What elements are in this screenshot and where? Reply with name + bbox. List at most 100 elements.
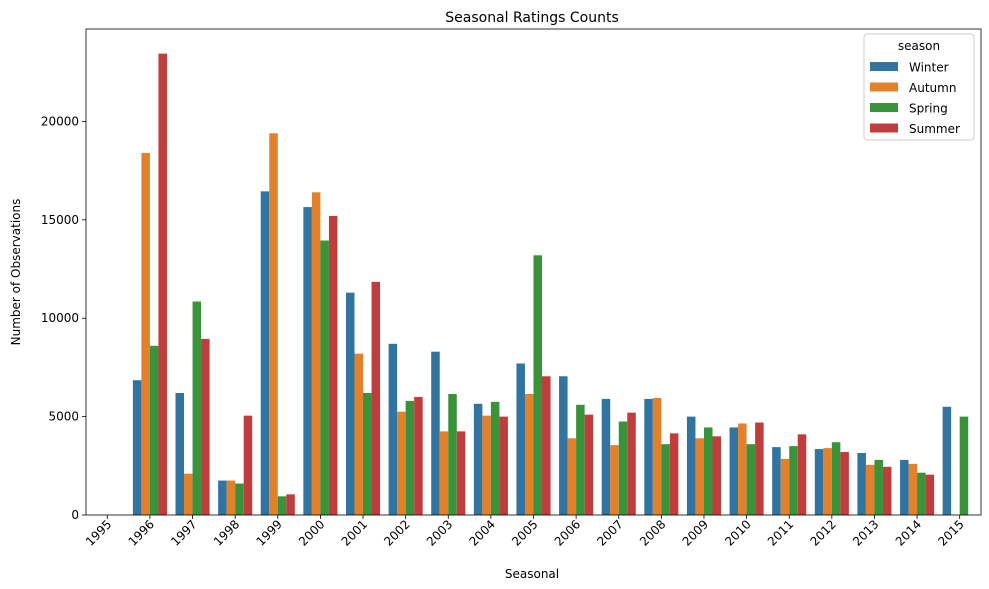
x-tick-label-2001: 2001 xyxy=(339,517,370,548)
bar-winter-1997 xyxy=(175,393,185,515)
bar-autumn-1997 xyxy=(184,473,193,515)
bar-spring-2009 xyxy=(703,427,713,515)
bar-spring-2013 xyxy=(874,459,883,515)
bar-spring-1997 xyxy=(192,301,202,515)
bar-winter-1999 xyxy=(260,191,270,515)
bar-autumn-2005 xyxy=(524,393,534,515)
x-tick-label-2008: 2008 xyxy=(637,517,668,548)
legend-title: season xyxy=(898,39,940,53)
bar-summer-2002 xyxy=(414,396,423,515)
bar-summer-1997 xyxy=(201,338,210,515)
x-tick-label-2002: 2002 xyxy=(381,517,412,548)
bar-winter-2014 xyxy=(900,459,909,515)
bar-summer-2003 xyxy=(456,431,466,515)
bars-group xyxy=(132,53,969,516)
bar-winter-2015 xyxy=(942,406,952,515)
bar-summer-1998 xyxy=(243,415,253,515)
bar-autumn-2006 xyxy=(567,438,577,515)
bar-spring-2011 xyxy=(789,446,798,515)
bar-summer-2013 xyxy=(882,466,892,515)
bar-winter-2006 xyxy=(559,376,568,515)
bar-summer-2004 xyxy=(499,416,508,515)
bar-autumn-2000 xyxy=(311,192,321,515)
x-tick-label-2005: 2005 xyxy=(509,517,540,548)
bar-winter-2001 xyxy=(345,292,355,515)
legend-label-autumn: Autumn xyxy=(909,81,956,95)
bar-summer-2014 xyxy=(925,474,935,515)
legend-swatch-autumn xyxy=(870,82,898,92)
bar-winter-2008 xyxy=(644,398,653,515)
bar-autumn-2003 xyxy=(439,431,449,515)
x-tick-label-1999: 1999 xyxy=(253,517,284,548)
bar-spring-1996 xyxy=(149,345,159,515)
bar-summer-2007 xyxy=(627,412,636,515)
x-tick-label-2000: 2000 xyxy=(296,517,327,548)
bar-spring-1998 xyxy=(235,483,244,515)
bar-autumn-2013 xyxy=(865,464,875,515)
y-tick-label-0: 0 xyxy=(71,508,79,522)
bar-winter-2010 xyxy=(729,427,739,515)
bar-winter-2011 xyxy=(772,447,781,515)
bar-winter-2009 xyxy=(686,416,696,515)
bar-autumn-1999 xyxy=(269,133,278,515)
bar-autumn-2009 xyxy=(695,438,704,515)
y-axis: 0 5000 10000 15000 20000 xyxy=(41,114,86,522)
x-tick-label-1998: 1998 xyxy=(211,517,242,548)
bar-spring-2010 xyxy=(746,444,756,515)
bar-summer-1999 xyxy=(286,494,295,515)
bar-spring-2003 xyxy=(448,393,457,515)
x-tick-label-1996: 1996 xyxy=(126,517,157,548)
x-tick-label-2009: 2009 xyxy=(680,517,711,548)
x-tick-label-2003: 2003 xyxy=(424,517,455,548)
bar-autumn-2004 xyxy=(482,415,491,515)
bar-winter-1998 xyxy=(218,480,227,515)
legend-label-summer: Summer xyxy=(909,122,960,136)
x-tick-label-2015: 2015 xyxy=(935,517,966,548)
bar-winter-2013 xyxy=(857,453,866,515)
bar-spring-2014 xyxy=(917,472,926,515)
legend-swatch-spring xyxy=(870,103,898,112)
x-tick-label-2007: 2007 xyxy=(594,517,625,548)
bar-spring-2006 xyxy=(576,404,585,515)
bar-winter-2000 xyxy=(303,207,312,515)
legend-label-winter: Winter xyxy=(909,61,949,75)
bar-autumn-2001 xyxy=(354,353,364,515)
bar-winter-2003 xyxy=(431,351,440,515)
x-tick-label-1995: 1995 xyxy=(83,517,114,548)
bar-spring-2000 xyxy=(320,240,329,515)
bar-summer-2000 xyxy=(328,215,338,516)
bar-spring-1999 xyxy=(277,496,287,515)
bar-spring-2004 xyxy=(490,401,500,515)
legend-label-spring: Spring xyxy=(909,102,948,116)
x-tick-label-2012: 2012 xyxy=(807,517,838,548)
bar-winter-1996 xyxy=(132,380,142,515)
chart-title: Seasonal Ratings Counts xyxy=(445,10,618,26)
bar-winter-2002 xyxy=(388,343,398,515)
bar-autumn-2010 xyxy=(738,423,747,515)
bar-spring-2005 xyxy=(533,255,543,515)
y-tick-label-20000: 20000 xyxy=(41,114,79,128)
y-tick-label-10000: 10000 xyxy=(41,311,79,325)
x-axis-label: Seasonal xyxy=(505,567,559,581)
bar-summer-2006 xyxy=(584,414,594,515)
bar-autumn-2011 xyxy=(780,458,790,515)
bar-summer-2001 xyxy=(371,281,381,515)
bar-winter-2005 xyxy=(516,363,525,515)
bar-autumn-2002 xyxy=(397,411,406,515)
y-tick-label-15000: 15000 xyxy=(41,213,79,227)
legend-swatch-winter xyxy=(870,62,898,71)
bar-summer-2005 xyxy=(542,376,551,515)
bar-spring-2007 xyxy=(618,421,628,515)
legend-swatch-summer xyxy=(870,123,898,133)
bar-summer-2008 xyxy=(669,433,679,515)
y-axis-label: Number of Observations xyxy=(9,199,23,346)
bar-autumn-2007 xyxy=(610,445,619,515)
bar-autumn-1996 xyxy=(141,152,150,515)
x-tick-label-2013: 2013 xyxy=(850,517,881,548)
x-tick-label-2014: 2014 xyxy=(893,517,924,548)
bar-autumn-1998 xyxy=(226,480,236,515)
bar-summer-2009 xyxy=(712,436,722,515)
bar-spring-2001 xyxy=(363,393,372,515)
x-tick-label-2004: 2004 xyxy=(467,517,498,548)
